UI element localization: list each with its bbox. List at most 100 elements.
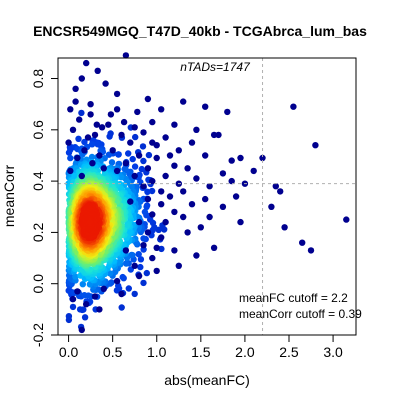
data-point bbox=[140, 242, 147, 249]
data-point bbox=[135, 218, 143, 226]
density-point bbox=[137, 256, 145, 263]
density-point bbox=[78, 109, 85, 117]
x-tick-label: 0.0 bbox=[59, 344, 79, 360]
data-point bbox=[83, 59, 90, 67]
density-point bbox=[122, 167, 130, 174]
data-point bbox=[94, 67, 101, 75]
data-point bbox=[113, 167, 121, 175]
x-tick-label: 0.5 bbox=[103, 344, 123, 360]
data-point bbox=[72, 85, 79, 93]
data-point bbox=[281, 224, 288, 231]
data-point bbox=[96, 152, 103, 159]
density-point bbox=[144, 188, 151, 195]
data-point bbox=[206, 213, 213, 221]
data-point bbox=[131, 262, 138, 269]
data-point bbox=[87, 101, 94, 108]
density-point bbox=[131, 163, 139, 170]
density-point bbox=[132, 133, 139, 141]
data-point bbox=[144, 229, 152, 236]
data-point bbox=[105, 121, 112, 128]
data-point bbox=[228, 157, 235, 164]
data-point bbox=[158, 188, 165, 195]
density-point bbox=[81, 314, 89, 321]
data-point bbox=[180, 213, 187, 221]
data-point bbox=[78, 75, 86, 82]
data-point bbox=[237, 154, 244, 162]
data-point bbox=[162, 134, 169, 141]
data-point bbox=[134, 108, 141, 116]
data-point bbox=[69, 295, 77, 303]
data-point bbox=[307, 247, 315, 254]
density-point bbox=[139, 143, 147, 150]
density-point bbox=[143, 203, 150, 210]
data-point bbox=[91, 131, 99, 139]
data-point bbox=[290, 103, 297, 110]
y-tick-label: -0.2 bbox=[30, 323, 46, 347]
data-point bbox=[65, 139, 72, 146]
data-point bbox=[228, 177, 235, 185]
x-tick-label: 2.5 bbox=[279, 344, 299, 360]
data-point bbox=[158, 201, 165, 208]
data-point bbox=[299, 239, 306, 246]
data-point bbox=[107, 111, 115, 118]
data-point bbox=[118, 131, 125, 139]
data-point bbox=[188, 139, 196, 146]
density-point bbox=[129, 155, 136, 163]
data-point bbox=[74, 154, 81, 162]
density-point bbox=[140, 279, 147, 287]
data-point bbox=[166, 193, 174, 200]
density-point bbox=[135, 251, 142, 258]
y-tick-label: 0.0 bbox=[30, 274, 46, 294]
data-point bbox=[113, 277, 121, 285]
data-point bbox=[202, 152, 209, 159]
density-point bbox=[126, 228, 133, 235]
data-point bbox=[180, 98, 187, 105]
data-point bbox=[277, 188, 284, 195]
data-point bbox=[219, 203, 227, 210]
data-point bbox=[224, 108, 231, 116]
density-point bbox=[85, 292, 92, 299]
data-point bbox=[98, 124, 106, 131]
data-point bbox=[113, 106, 121, 113]
data-point bbox=[122, 160, 130, 167]
density-point bbox=[65, 313, 73, 320]
data-point bbox=[131, 124, 138, 131]
y-axis: -0.2 0.0 0.2 0.4 0.6 0.8 bbox=[30, 69, 59, 347]
data-point bbox=[83, 301, 90, 308]
data-point bbox=[89, 160, 96, 167]
density-point bbox=[140, 235, 147, 242]
data-point bbox=[343, 216, 350, 223]
data-point bbox=[153, 154, 160, 162]
data-point bbox=[118, 290, 125, 298]
data-point bbox=[171, 247, 178, 254]
y-tick-label: 0.2 bbox=[30, 222, 46, 242]
data-point bbox=[162, 218, 169, 226]
data-point bbox=[171, 208, 178, 216]
data-point bbox=[69, 126, 77, 133]
data-point bbox=[202, 103, 209, 110]
data-point bbox=[67, 106, 74, 113]
data-point bbox=[100, 165, 108, 172]
data-point bbox=[197, 224, 204, 231]
density-point bbox=[79, 281, 87, 288]
data-point bbox=[188, 201, 196, 208]
density-point bbox=[67, 154, 74, 162]
density-point bbox=[125, 150, 132, 157]
data-point bbox=[175, 262, 182, 269]
density-point bbox=[72, 273, 79, 280]
meancorr-cutoff-annotation: meanCorr cutoff = 0.39 bbox=[239, 307, 362, 321]
density-point bbox=[75, 135, 82, 142]
density-point bbox=[141, 208, 149, 216]
data-point bbox=[149, 254, 156, 262]
data-point bbox=[81, 147, 88, 154]
y-axis-label: meanCorr bbox=[1, 165, 17, 228]
data-point bbox=[193, 252, 200, 259]
data-point bbox=[100, 285, 108, 292]
data-point bbox=[144, 95, 152, 103]
ntads-annotation: nTADs=1747 bbox=[180, 60, 251, 74]
density-point bbox=[108, 159, 116, 166]
data-point bbox=[180, 188, 187, 195]
data-point bbox=[202, 195, 209, 203]
density-point bbox=[81, 138, 88, 146]
